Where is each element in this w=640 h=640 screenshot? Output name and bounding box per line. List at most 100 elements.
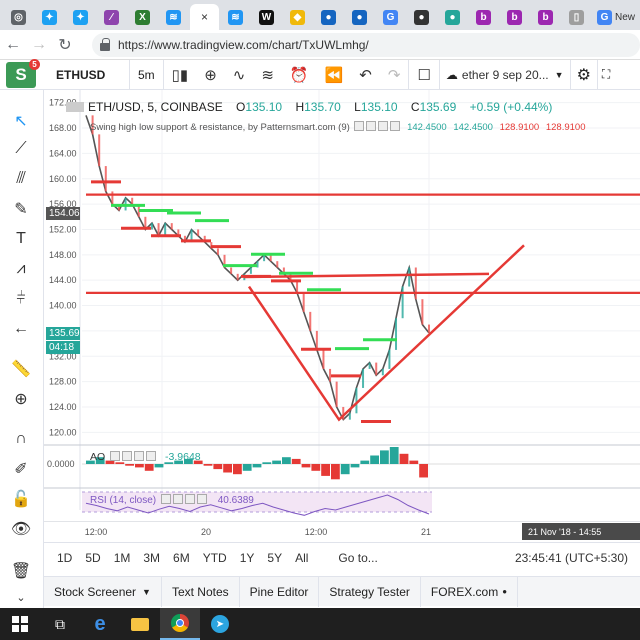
fullscreen-box-button[interactable]: ☐ bbox=[409, 59, 440, 90]
undo-icon[interactable]: ↶ bbox=[359, 66, 372, 84]
browser-tab[interactable]: ∕ bbox=[97, 4, 126, 30]
indicator-more-icon[interactable] bbox=[390, 121, 401, 131]
clock-readout[interactable]: 23:45:41 (UTC+5:30) bbox=[514, 550, 628, 565]
tab-pine-editor[interactable]: Pine Editor bbox=[240, 576, 320, 607]
rsi-settings-icon[interactable] bbox=[172, 494, 183, 504]
brush-icon[interactable]: ✎ bbox=[14, 201, 28, 218]
browser-tab[interactable]: ✦ bbox=[35, 4, 64, 30]
rsi-legend[interactable]: RSI (14, close) 40.6389 bbox=[90, 494, 254, 506]
ao-bar bbox=[154, 464, 164, 468]
zoom-icon[interactable]: ⊕ bbox=[14, 391, 28, 408]
start-button[interactable] bbox=[0, 608, 40, 640]
browser-tab[interactable]: G bbox=[376, 4, 405, 30]
browser-tab[interactable]: b bbox=[531, 4, 560, 30]
chart-svg[interactable]: 172.00 168.00 164.00 160.00 156.00 152.00 148.… bbox=[44, 90, 640, 542]
prediction-icon[interactable]: ⫩ bbox=[16, 290, 26, 307]
trash-icon[interactable]: 🗑 bbox=[10, 563, 32, 580]
browser-tab[interactable]: ◆ bbox=[283, 4, 312, 30]
fullscreen-button[interactable]: ⛶ bbox=[598, 60, 614, 90]
browser-tab[interactable]: ● bbox=[345, 4, 374, 30]
templates-icon[interactable]: ≋ bbox=[261, 66, 274, 84]
ao-settings-icon[interactable] bbox=[122, 451, 133, 461]
rsi-more-icon[interactable] bbox=[196, 494, 207, 504]
collapse-icon[interactable]: ⌄ bbox=[16, 591, 26, 604]
indicator-close-icon[interactable] bbox=[378, 121, 389, 131]
goto-button[interactable]: Go to... bbox=[338, 550, 378, 565]
redo-icon[interactable]: ↷ bbox=[387, 66, 401, 84]
browser-tab[interactable]: W bbox=[252, 4, 281, 30]
ao-more-icon[interactable] bbox=[146, 451, 157, 461]
ao-bar bbox=[105, 460, 115, 464]
range-button-ytd[interactable]: YTD bbox=[202, 550, 227, 565]
browser-tab[interactable]: ● bbox=[314, 4, 343, 30]
browser-tab[interactable]: ≋ bbox=[159, 4, 188, 30]
back-button[interactable]: ← bbox=[5, 35, 21, 53]
browser-tab[interactable]: G New bbox=[593, 4, 637, 30]
tab-forex[interactable]: FOREX.com ● bbox=[421, 576, 519, 607]
browser-tab[interactable]: ▯ bbox=[562, 4, 591, 30]
ao-legend[interactable]: AO -3.9648 bbox=[90, 451, 201, 463]
explorer-taskbar-button[interactable] bbox=[120, 608, 160, 640]
ao-close-icon[interactable] bbox=[134, 451, 145, 461]
range-button-5d[interactable]: 5D bbox=[85, 550, 101, 565]
browser-tab[interactable]: × bbox=[190, 4, 219, 30]
browser-tab[interactable]: b bbox=[500, 4, 529, 30]
chrome-taskbar-button[interactable] bbox=[160, 608, 200, 640]
pattern-icon[interactable]: ⩘ bbox=[16, 260, 26, 277]
ruler-icon[interactable]: 📏 bbox=[11, 361, 31, 378]
candle bbox=[104, 166, 107, 192]
back-arrow-icon[interactable]: ← bbox=[13, 320, 29, 337]
rsi-eye-icon[interactable] bbox=[160, 494, 171, 504]
tab-strategy-tester[interactable]: Strategy Tester bbox=[319, 576, 421, 607]
layout-select-button[interactable]: ☁ ether 9 sep 20... ▼ bbox=[440, 59, 571, 90]
browser-tab[interactable]: b bbox=[469, 4, 498, 30]
lock-drawings-icon[interactable]: ✐ bbox=[14, 461, 28, 478]
browser-tab[interactable]: ◎ bbox=[4, 4, 33, 30]
browser-tab[interactable]: ● bbox=[407, 4, 436, 30]
alert-clock-icon[interactable]: ⏰ bbox=[289, 66, 309, 84]
unlock-icon[interactable]: 🔓 bbox=[11, 491, 31, 508]
chart-area[interactable]: 172.00 168.00 164.00 160.00 156.00 152.00 148.… bbox=[44, 90, 640, 542]
ao-eye-icon[interactable] bbox=[110, 451, 121, 461]
rsi-close-icon[interactable] bbox=[184, 494, 195, 504]
task-view-button[interactable]: ⧉ bbox=[40, 608, 80, 640]
trendline-icon[interactable]: ⟋ bbox=[15, 140, 27, 157]
text-icon[interactable]: T bbox=[16, 230, 26, 247]
range-button-1d[interactable]: 1D bbox=[57, 550, 73, 565]
ao-bar bbox=[262, 462, 272, 464]
symbol-search-button[interactable]: ETHUSD bbox=[48, 59, 130, 90]
browser-tab[interactable]: ● bbox=[438, 4, 467, 30]
edge-taskbar-button[interactable]: e bbox=[80, 608, 120, 640]
indicator-legend[interactable]: Swing high low support & resistance, by … bbox=[90, 121, 585, 133]
eye-icon[interactable]: 👁 bbox=[10, 521, 32, 538]
telegram-taskbar-button[interactable]: ➤ bbox=[200, 608, 240, 640]
forward-button[interactable]: → bbox=[31, 35, 47, 53]
compare-add-icon[interactable]: ⊕ bbox=[204, 66, 217, 84]
url-field[interactable]: https://www.tradingview.com/chart/TxUWLm… bbox=[92, 33, 640, 57]
tab-text-notes[interactable]: Text Notes bbox=[162, 576, 240, 607]
range-button-6m[interactable]: 6M bbox=[173, 550, 190, 565]
tab-stock-screener[interactable]: Stock Screener ▼ bbox=[44, 576, 162, 607]
settings-button[interactable]: ⚙ bbox=[571, 59, 598, 90]
range-button-5y[interactable]: 5Y bbox=[267, 550, 283, 565]
interval-button[interactable]: 5m bbox=[130, 59, 164, 90]
browser-tab[interactable]: ≋ bbox=[221, 4, 250, 30]
magnet-icon[interactable]: ∩ bbox=[15, 430, 27, 447]
indicator-eye-icon[interactable] bbox=[354, 121, 365, 131]
symbol-legend: ETH/USD, 5, COINBASE O135.10 H135.70 L13… bbox=[44, 100, 552, 114]
range-button-1y[interactable]: 1Y bbox=[239, 550, 255, 565]
indicators-icon[interactable]: ∿ bbox=[232, 66, 246, 84]
indicator-settings-icon[interactable] bbox=[366, 121, 377, 131]
tradingview-logo-button[interactable]: S 5 bbox=[6, 58, 40, 88]
replay-icon[interactable]: ⏪ bbox=[324, 66, 344, 84]
candles-icon[interactable]: ▯▮ bbox=[171, 66, 189, 84]
fib-icon[interactable]: ⫻ bbox=[16, 170, 26, 187]
cursor-icon[interactable]: ↖ bbox=[14, 113, 28, 130]
range-button-1m[interactable]: 1M bbox=[113, 550, 131, 565]
reload-button[interactable]: ↻ bbox=[58, 36, 72, 54]
browser-tab[interactable]: X bbox=[128, 4, 157, 30]
browser-tab[interactable]: ✦ bbox=[66, 4, 95, 30]
range-button-all[interactable]: All bbox=[295, 550, 309, 565]
range-button-3m[interactable]: 3M bbox=[143, 550, 161, 565]
close-icon[interactable]: × bbox=[200, 10, 208, 24]
